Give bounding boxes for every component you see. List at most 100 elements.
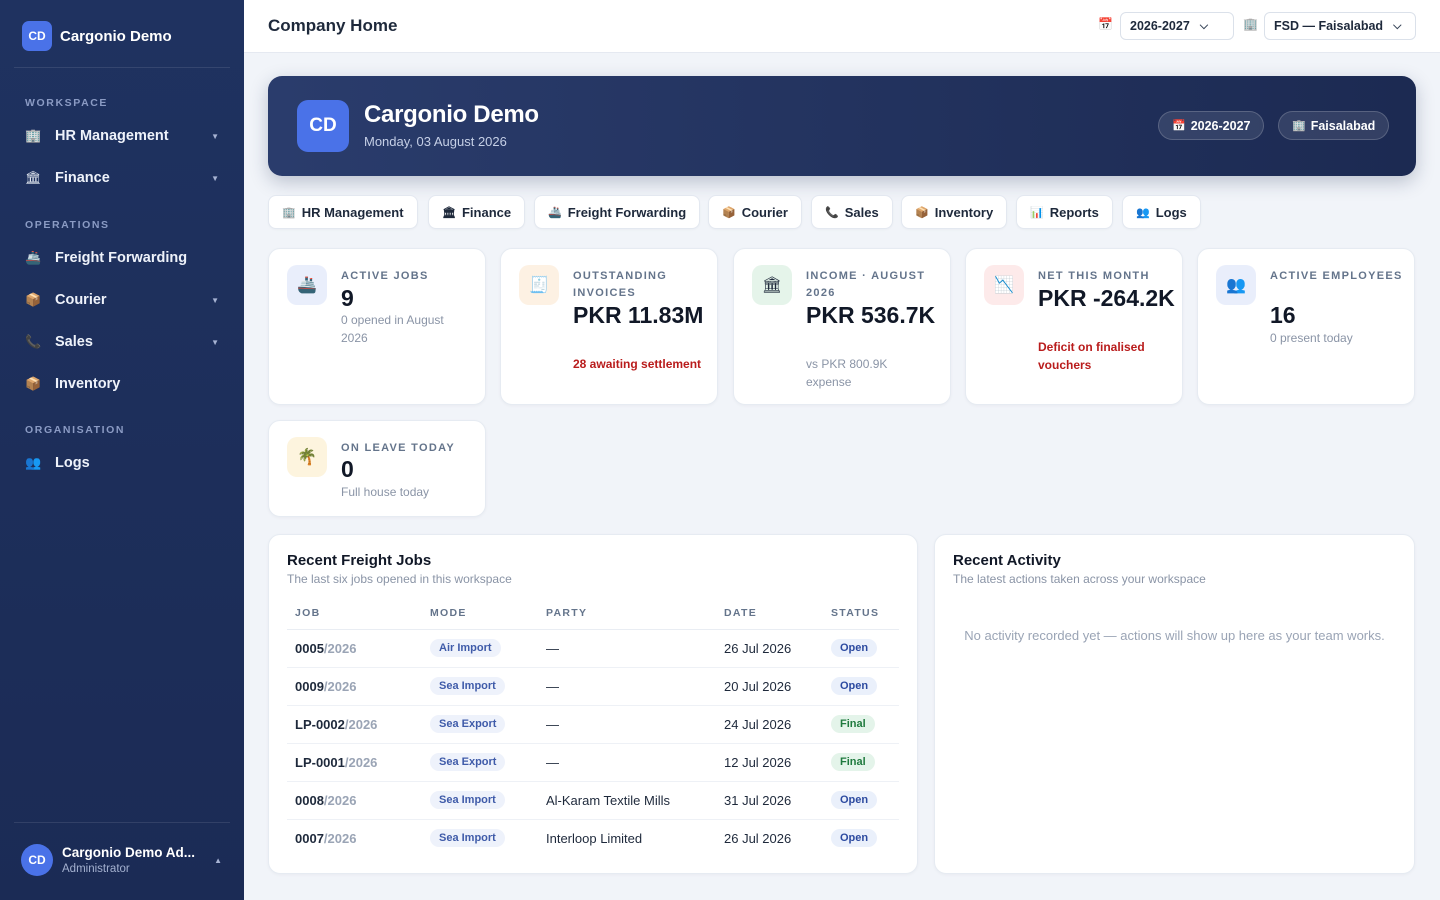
- module-freight-forwarding-button[interactable]: 🚢 Freight Forwarding: [534, 195, 701, 229]
- stat-value: 0: [341, 456, 354, 482]
- stat-value: PKR 536.7K: [806, 302, 936, 328]
- job-number[interactable]: 0007: [295, 830, 324, 846]
- stat-card-active-jobs[interactable]: 🚢 ACTIVE JOBS 9 0 opened in August 2026: [268, 248, 486, 405]
- job-number[interactable]: LP-0001: [295, 754, 345, 770]
- bar-chart-icon: 📊: [1030, 206, 1044, 219]
- users-icon: 👥: [25, 455, 42, 470]
- caret-down-icon: ▼: [211, 131, 219, 141]
- module-label: Sales: [844, 204, 879, 220]
- year-pill-label: 2026-2027: [1190, 118, 1251, 133]
- status-badge: Open: [831, 791, 878, 809]
- column-header-mode: MODE: [422, 597, 538, 630]
- panel-title: Recent Activity: [953, 552, 1061, 569]
- job-year: /2026: [344, 716, 378, 732]
- sidebar-divider: [14, 67, 230, 68]
- sidebar-item-hr-management[interactable]: 🏢 HR Management ▼: [14, 118, 230, 154]
- stat-card-on-leave-today[interactable]: 🌴 ON LEAVE TODAY 0 Full house today: [268, 420, 486, 517]
- column-header-party: PARTY: [538, 597, 716, 630]
- trend-down-icon: 📉: [984, 265, 1024, 305]
- sidebar-brand[interactable]: CD Cargonio Demo: [22, 21, 172, 51]
- company-name: Cargonio Demo: [364, 101, 539, 128]
- company-logo: CD: [297, 100, 349, 152]
- stat-value: PKR -264.2K: [1038, 285, 1175, 311]
- bank-icon: 🏛: [752, 265, 792, 305]
- stat-card-income[interactable]: 🏛 INCOME · AUGUST 2026 PKR 536.7K vs PKR…: [733, 248, 951, 405]
- sidebar-item-inventory[interactable]: 📦 Inventory: [14, 366, 230, 402]
- sidebar-item-courier[interactable]: 📦 Courier ▼: [14, 282, 230, 318]
- module-inventory-button[interactable]: 📦 Inventory: [901, 195, 1008, 229]
- ship-icon: 🚢: [287, 265, 327, 305]
- module-label: Inventory: [934, 204, 994, 220]
- module-hr-management-button[interactable]: 🏢 HR Management: [268, 195, 418, 229]
- stat-card-outstanding-invoices[interactable]: 🧾 OUTSTANDING INVOICES PKR 11.83M 28 awa…: [500, 248, 718, 405]
- stat-subtext: vs PKR 800.9K expense: [806, 357, 888, 389]
- table-row[interactable]: LP-0001/2026 Sea Export — 12 Jul 2026 Fi…: [287, 743, 899, 782]
- sidebar-item-label: Inventory: [55, 376, 121, 392]
- module-label: HR Management: [301, 204, 404, 220]
- stat-subtext: 0 opened in August 2026: [341, 313, 444, 345]
- status-badge: Final: [831, 753, 875, 771]
- sidebar-item-freight-forwarding[interactable]: 🚢 Freight Forwarding: [14, 240, 230, 276]
- brand-logo: CD: [22, 21, 52, 51]
- date-cell: 24 Jul 2026: [716, 705, 823, 744]
- job-number[interactable]: 0005: [295, 640, 324, 656]
- job-number[interactable]: 0009: [295, 678, 324, 694]
- users-icon: 👥: [1136, 206, 1150, 219]
- bank-icon: 🏛: [25, 170, 42, 185]
- caret-down-icon: ▼: [211, 337, 219, 347]
- ship-icon: 🚢: [548, 206, 562, 219]
- party-cell: Interloop Limited: [546, 830, 643, 846]
- panel-subtitle: The latest actions taken across your wor…: [953, 572, 1206, 586]
- table-row[interactable]: 0008/2026 Sea Import Al-Karam Textile Mi…: [287, 781, 899, 820]
- stat-label: NET THIS MONTH: [1038, 270, 1150, 282]
- branch-select[interactable]: FSD — Faisalabad ⌵: [1264, 12, 1416, 40]
- avatar: CD: [21, 844, 53, 876]
- mode-badge: Sea Import: [430, 677, 505, 695]
- stat-subtext: Deficit on finalised vouchers: [1038, 340, 1145, 372]
- sidebar-item-logs[interactable]: 👥 Logs: [14, 445, 230, 481]
- module-label: Freight Forwarding: [567, 204, 687, 220]
- stat-label: OUTSTANDING INVOICES: [573, 270, 668, 299]
- column-header-job: JOB: [287, 597, 422, 630]
- empty-state-message: No activity recorded yet — actions will …: [964, 628, 1385, 643]
- current-date: Monday, 03 August 2026: [364, 134, 507, 149]
- phone-icon: 📞: [825, 206, 839, 219]
- date-cell: 26 Jul 2026: [716, 629, 823, 668]
- module-finance-button[interactable]: 🏛 Finance: [428, 195, 526, 229]
- calendar-icon: 📅: [1172, 120, 1186, 132]
- party-cell: —: [538, 667, 716, 706]
- stat-card-net-this-month[interactable]: 📉 NET THIS MONTH PKR -264.2K Deficit on …: [965, 248, 1183, 405]
- job-number[interactable]: LP-0002: [295, 716, 345, 732]
- ship-icon: 🚢: [25, 250, 42, 265]
- sidebar-item-finance[interactable]: 🏛 Finance ▼: [14, 160, 230, 196]
- branch-pill-label: Faisalabad: [1310, 118, 1376, 133]
- recent-activity-panel: Recent Activity The latest actions taken…: [934, 534, 1415, 874]
- module-reports-button[interactable]: 📊 Reports: [1016, 195, 1113, 229]
- stat-value: 16: [1270, 302, 1296, 328]
- stat-card-active-employees[interactable]: 👥 ACTIVE EMPLOYEES 16 0 present today: [1197, 248, 1415, 405]
- table-row[interactable]: 0005/2026 Air Import — 26 Jul 2026 Open: [287, 629, 899, 668]
- section-operations: OPERATIONS: [25, 219, 110, 231]
- panel-subtitle: The last six jobs opened in this workspa…: [287, 572, 512, 586]
- stat-label: ACTIVE JOBS: [341, 270, 429, 282]
- column-header-status: STATUS: [823, 597, 899, 630]
- year-select[interactable]: 2026-2027 ⌵: [1120, 12, 1234, 40]
- module-sales-button[interactable]: 📞 Sales: [811, 195, 893, 229]
- mode-badge: Sea Export: [430, 753, 506, 771]
- sidebar-item-label: Courier: [55, 292, 107, 308]
- module-courier-button[interactable]: 📦 Courier: [708, 195, 802, 229]
- job-year: /2026: [323, 792, 357, 808]
- year-select-value: 2026-2027: [1130, 19, 1190, 33]
- mode-badge: Sea Import: [430, 829, 505, 848]
- table-row[interactable]: LP-0002/2026 Sea Export — 24 Jul 2026 Fi…: [287, 705, 899, 744]
- module-logs-button[interactable]: 👥 Logs: [1122, 195, 1201, 229]
- section-organisation: ORGANISATION: [25, 424, 126, 436]
- recent-freight-jobs-panel: Recent Freight Jobs The last six jobs op…: [268, 534, 918, 874]
- user-menu[interactable]: CD Cargonio Demo Ad... Administrator ▲: [14, 840, 230, 880]
- job-number[interactable]: 0008: [295, 792, 324, 808]
- table-row[interactable]: 0007/2026 Sea Import Interloop Limited 2…: [287, 819, 899, 857]
- table-row[interactable]: 0009/2026 Sea Import — 20 Jul 2026 Open: [287, 667, 899, 706]
- sidebar-item-sales[interactable]: 📞 Sales ▼: [14, 324, 230, 360]
- status-badge: Open: [831, 829, 878, 848]
- user-name: Cargonio Demo Ad...: [62, 845, 196, 860]
